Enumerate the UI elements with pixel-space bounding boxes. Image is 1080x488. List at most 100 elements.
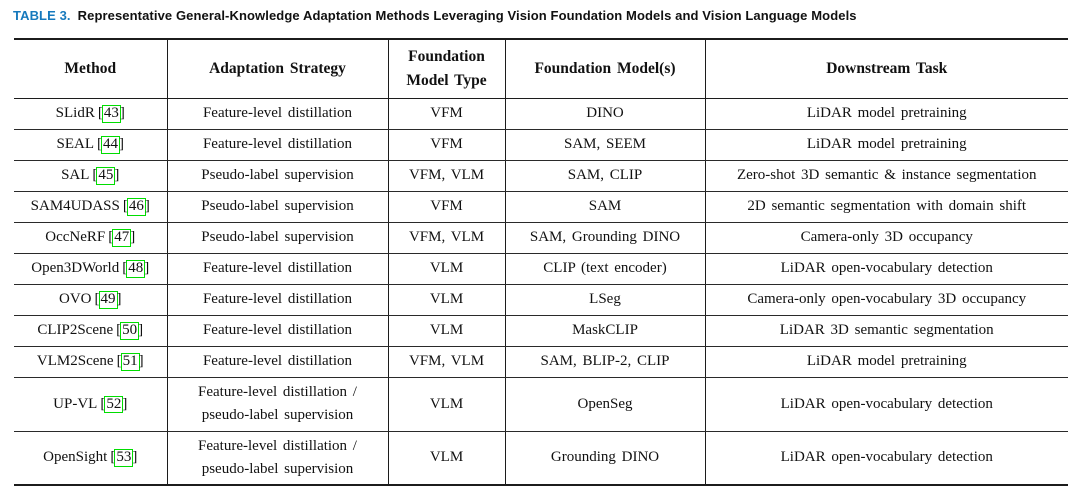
downstream-task-cell: LiDAR 3D semantic segmentation	[704, 315, 1068, 347]
citation-bracket-close: ]	[130, 229, 136, 246]
citation-link[interactable]: 45	[96, 167, 116, 186]
method-name: Open3DWorld	[31, 260, 120, 277]
method-cell: SLidR [43]	[14, 98, 168, 130]
foundation-model-type-cell: VLM	[387, 253, 506, 285]
adaptation-strategy-cell: Feature-level distillation	[166, 284, 389, 316]
foundation-models-cell: CLIP (text encoder)	[504, 253, 706, 285]
column-header-method: Method	[14, 39, 168, 99]
method-name: CLIP2Scene	[37, 322, 114, 339]
table-header-row: Method Adaptation Strategy Foundation Mo…	[14, 39, 1068, 99]
method-name: OccNeRF	[45, 229, 106, 246]
citation-bracket-close: ]	[116, 291, 122, 308]
table-body: SLidR [43] Feature-level distillation VF…	[14, 98, 1068, 485]
methods-table: Method Adaptation Strategy Foundation Mo…	[14, 38, 1068, 486]
method-cell: SAM4UDASS [46]	[14, 191, 168, 223]
method-cell: VLM2Scene [51]	[14, 346, 168, 378]
table-row: SEAL [44] Feature-level distillation VFM…	[14, 129, 1068, 161]
citation-bracket-close: ]	[119, 136, 124, 153]
adaptation-strategy-cell: Feature-level distillation / pseudo-labe…	[166, 431, 389, 485]
method-cell: SEAL [44]	[14, 129, 168, 161]
adaptation-strategy-cell: Pseudo-label supervision	[166, 160, 389, 192]
adaptation-strategy-cell: Pseudo-label supervision	[166, 222, 389, 254]
citation-bracket-close: ]	[144, 260, 150, 277]
foundation-models-cell: Grounding DINO	[504, 431, 706, 485]
foundation-model-type-cell: VFM, VLM	[387, 346, 506, 378]
downstream-task-cell: 2D semantic segmentation with domain shi…	[704, 191, 1068, 223]
citation-link[interactable]: 46	[126, 198, 146, 217]
column-header-foundation-model-type: Foundation Model Type	[387, 39, 506, 99]
foundation-model-type-cell: VFM	[387, 129, 506, 161]
citation-bracket-open: [	[116, 322, 122, 339]
citation-link[interactable]: 52	[104, 395, 124, 414]
citation-link[interactable]: 44	[101, 136, 120, 155]
downstream-task-cell: Zero-shot 3D semantic & instance segment…	[704, 160, 1068, 192]
foundation-models-cell: SAM, SEEM	[504, 129, 706, 161]
method-name: OpenSight	[43, 449, 108, 466]
table-row: SAL [45] Pseudo-label supervision VFM, V…	[14, 160, 1068, 192]
table-caption-label: TABLE 3.	[13, 8, 71, 23]
foundation-models-cell: SAM, Grounding DINO	[504, 222, 706, 254]
method-cell: Open3DWorld [48]	[14, 253, 168, 285]
downstream-task-cell: Camera-only 3D occupancy	[704, 222, 1068, 254]
table-caption-text: Representative General-Knowledge Adaptat…	[77, 8, 857, 23]
citation-bracket-open: [	[122, 260, 128, 277]
citation-bracket-open: [	[116, 353, 122, 370]
foundation-model-type-cell: VLM	[387, 431, 506, 485]
column-header-foundation-models: Foundation Model(s)	[504, 39, 706, 99]
citation-bracket-open: [	[92, 167, 98, 184]
downstream-task-cell: LiDAR model pretraining	[704, 98, 1068, 130]
downstream-task-cell: LiDAR model pretraining	[704, 129, 1068, 161]
adaptation-strategy-cell: Feature-level distillation	[166, 129, 389, 161]
citation-link[interactable]: 48	[126, 260, 146, 279]
citation-link[interactable]: 49	[98, 291, 118, 310]
foundation-model-type-cell: VFM, VLM	[387, 160, 506, 192]
citation-link[interactable]: 43	[101, 105, 121, 124]
table-row: Open3DWorld [48] Feature-level distillat…	[14, 253, 1068, 285]
citation-bracket-close: ]	[132, 449, 138, 466]
table-row: SLidR [43] Feature-level distillation VF…	[14, 98, 1068, 130]
foundation-models-cell: SAM, BLIP-2, CLIP	[504, 346, 706, 378]
method-cell: UP-VL [52]	[14, 377, 168, 432]
citation-bracket-close: ]	[122, 395, 128, 412]
method-cell: CLIP2Scene [50]	[14, 315, 168, 347]
method-name: OVO	[58, 291, 92, 308]
citation-link[interactable]: 50	[120, 322, 140, 341]
table-row: CLIP2Scene [50] Feature-level distillati…	[14, 315, 1068, 347]
downstream-task-cell: Camera-only open-vocabulary 3D occupancy	[704, 284, 1068, 316]
downstream-task-cell: LiDAR open-vocabulary detection	[704, 431, 1068, 485]
adaptation-strategy-cell: Feature-level distillation / pseudo-labe…	[166, 377, 389, 432]
table-row: UP-VL [52] Feature-level distillation / …	[14, 377, 1068, 432]
downstream-task-cell: LiDAR open-vocabulary detection	[704, 377, 1068, 432]
foundation-model-type-cell: VLM	[387, 284, 506, 316]
table-row: OVO [49] Feature-level distillation VLM …	[14, 284, 1068, 316]
citation-bracket-open: [	[97, 136, 102, 153]
adaptation-strategy-cell: Feature-level distillation	[166, 346, 389, 378]
foundation-models-cell: SAM	[504, 191, 706, 223]
method-name: SAM4UDASS	[30, 198, 120, 215]
method-name: SAL	[61, 167, 90, 184]
downstream-task-cell: LiDAR model pretraining	[704, 346, 1068, 378]
foundation-models-cell: LSeg	[504, 284, 706, 316]
citation-bracket-close: ]	[144, 198, 150, 215]
foundation-models-cell: MaskCLIP	[504, 315, 706, 347]
citation-bracket-close: ]	[119, 105, 125, 122]
citation-bracket-open: [	[97, 105, 103, 122]
adaptation-strategy-cell: Feature-level distillation	[166, 98, 389, 130]
citation-link[interactable]: 53	[114, 449, 134, 467]
method-cell: OccNeRF [47]	[14, 222, 168, 254]
foundation-models-cell: SAM, CLIP	[504, 160, 706, 192]
citation-link[interactable]: 51	[120, 353, 140, 372]
table-row: VLM2Scene [51] Feature-level distillatio…	[14, 346, 1068, 378]
adaptation-strategy-cell: Feature-level distillation	[166, 315, 389, 347]
foundation-models-cell: OpenSeg	[504, 377, 706, 432]
foundation-model-type-cell: VFM	[387, 191, 506, 223]
citation-bracket-close: ]	[138, 322, 144, 339]
citation-bracket-open: [	[108, 229, 114, 246]
citation-link[interactable]: 47	[112, 229, 132, 248]
foundation-model-type-cell: VFM	[387, 98, 506, 130]
column-header-adaptation-strategy: Adaptation Strategy	[166, 39, 389, 99]
method-name: UP-VL	[53, 395, 98, 412]
foundation-model-type-cell: VFM, VLM	[387, 222, 506, 254]
citation-bracket-close: ]	[138, 353, 144, 370]
